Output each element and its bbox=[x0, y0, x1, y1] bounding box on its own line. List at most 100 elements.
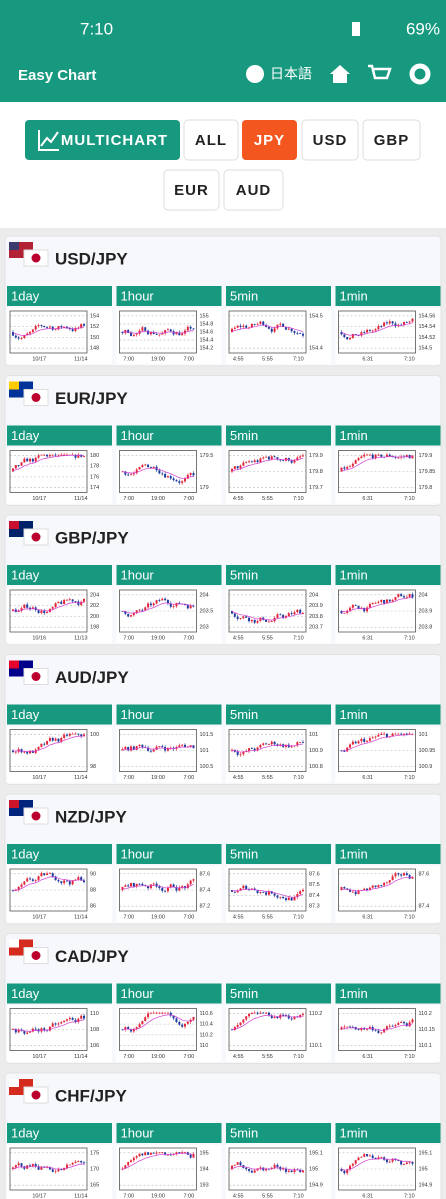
candle-body bbox=[46, 740, 49, 745]
period-tab[interactable] bbox=[7, 983, 112, 1004]
period-tab[interactable] bbox=[335, 565, 441, 585]
pair-card[interactable] bbox=[4, 793, 442, 925]
filter-label: AUD bbox=[236, 182, 272, 199]
y-tick-label: 148 bbox=[90, 346, 99, 352]
period-tab[interactable] bbox=[335, 983, 441, 1004]
period-label: 1hour bbox=[121, 1125, 155, 1140]
period-tab[interactable] bbox=[335, 704, 441, 725]
period-tab[interactable] bbox=[226, 286, 331, 306]
candle-body bbox=[161, 473, 164, 475]
candle-body bbox=[132, 1028, 135, 1032]
cart-icon[interactable] bbox=[368, 64, 392, 80]
period-tab[interactable] bbox=[116, 425, 222, 446]
period-tab[interactable] bbox=[335, 425, 441, 446]
candle-body bbox=[245, 1016, 248, 1020]
pair-card[interactable] bbox=[4, 235, 442, 367]
period-tab[interactable] bbox=[7, 1123, 112, 1143]
period-label: 1day bbox=[11, 986, 40, 1001]
chart-bg bbox=[116, 726, 222, 783]
candle-body bbox=[380, 454, 383, 457]
candle-body bbox=[155, 600, 158, 604]
candle-body bbox=[231, 890, 233, 892]
period-tab[interactable] bbox=[226, 704, 331, 725]
candle-body bbox=[31, 458, 34, 462]
period-tab[interactable] bbox=[116, 1123, 222, 1143]
period-tab[interactable] bbox=[226, 1123, 331, 1143]
moving-average bbox=[12, 601, 85, 612]
candle-body bbox=[383, 599, 386, 604]
candle-body bbox=[43, 873, 46, 876]
candle-body bbox=[262, 743, 265, 745]
candle-body bbox=[43, 1166, 46, 1168]
period-tab[interactable] bbox=[335, 286, 441, 306]
y-tick-label: 150 bbox=[90, 335, 99, 341]
home-icon[interactable] bbox=[330, 65, 350, 83]
candle-body bbox=[54, 1023, 57, 1025]
candle-body bbox=[276, 895, 279, 898]
filter-button[interactable] bbox=[242, 120, 297, 160]
filter-button[interactable] bbox=[301, 119, 359, 161]
period-tab[interactable] bbox=[7, 565, 112, 585]
period-tab[interactable] bbox=[7, 844, 112, 864]
candle-body bbox=[374, 1030, 377, 1031]
candle-body bbox=[141, 1153, 144, 1156]
candle-body bbox=[236, 751, 239, 755]
pair-card[interactable] bbox=[4, 933, 442, 1064]
period-tab[interactable] bbox=[7, 704, 112, 725]
candle-body bbox=[26, 333, 29, 336]
pair-card[interactable] bbox=[4, 375, 442, 506]
candle-body bbox=[60, 738, 63, 742]
period-tab[interactable] bbox=[335, 844, 441, 864]
candle-body bbox=[71, 880, 74, 885]
pair-card[interactable] bbox=[4, 654, 442, 785]
period-tab[interactable] bbox=[7, 425, 112, 446]
candle-body bbox=[284, 326, 287, 330]
period-tab[interactable] bbox=[226, 425, 331, 446]
candle-body bbox=[366, 607, 369, 612]
candle-body bbox=[138, 1024, 141, 1028]
candle-body bbox=[48, 1167, 51, 1170]
period-tab[interactable] bbox=[226, 844, 331, 864]
filter-button[interactable] bbox=[163, 169, 220, 211]
filter-button[interactable] bbox=[183, 119, 239, 161]
y-tick-label: 87.6 bbox=[309, 871, 320, 877]
filter-button[interactable] bbox=[223, 169, 284, 211]
x-tick-label: 11/14 bbox=[74, 496, 87, 502]
candle-body bbox=[83, 598, 85, 602]
period-tab[interactable] bbox=[335, 1123, 441, 1143]
candle-body bbox=[357, 335, 360, 336]
candle-body bbox=[366, 454, 369, 456]
candle-body bbox=[31, 1163, 34, 1167]
settings-icon[interactable] bbox=[409, 63, 431, 85]
y-tick-label: 179.9 bbox=[309, 453, 323, 459]
candle-body bbox=[65, 1164, 68, 1168]
candle-body bbox=[397, 1159, 400, 1161]
pair-card[interactable] bbox=[4, 514, 442, 646]
candle-body bbox=[132, 883, 135, 887]
period-tab[interactable] bbox=[7, 286, 112, 306]
moving-average bbox=[231, 458, 304, 472]
period-tab[interactable] bbox=[116, 565, 222, 585]
period-tab[interactable] bbox=[116, 983, 222, 1004]
candle-body bbox=[248, 617, 251, 622]
language[interactable]: 日本語 bbox=[270, 66, 312, 82]
filter-button[interactable] bbox=[25, 120, 180, 160]
x-tick-label: 4:55 bbox=[233, 1193, 244, 1199]
pair-card[interactable] bbox=[4, 1072, 442, 1199]
candle-body bbox=[265, 1012, 268, 1014]
period-tab[interactable] bbox=[116, 704, 222, 725]
candle-body bbox=[397, 733, 400, 735]
x-tick-label: 5:55 bbox=[262, 1193, 273, 1199]
candle-body bbox=[368, 738, 371, 741]
period-tab[interactable] bbox=[116, 844, 222, 864]
filter-button[interactable] bbox=[362, 119, 421, 161]
candle-body bbox=[186, 1021, 189, 1024]
candle-body bbox=[233, 1026, 236, 1030]
period-tab[interactable] bbox=[226, 565, 331, 585]
pair-name: CHF/JPY bbox=[55, 1086, 127, 1105]
period-tab[interactable] bbox=[116, 286, 222, 306]
globe-icon[interactable] bbox=[246, 65, 264, 83]
candle-body bbox=[83, 324, 85, 326]
period-tab[interactable] bbox=[226, 983, 331, 1004]
y-tick-label: 154.56 bbox=[419, 313, 436, 319]
